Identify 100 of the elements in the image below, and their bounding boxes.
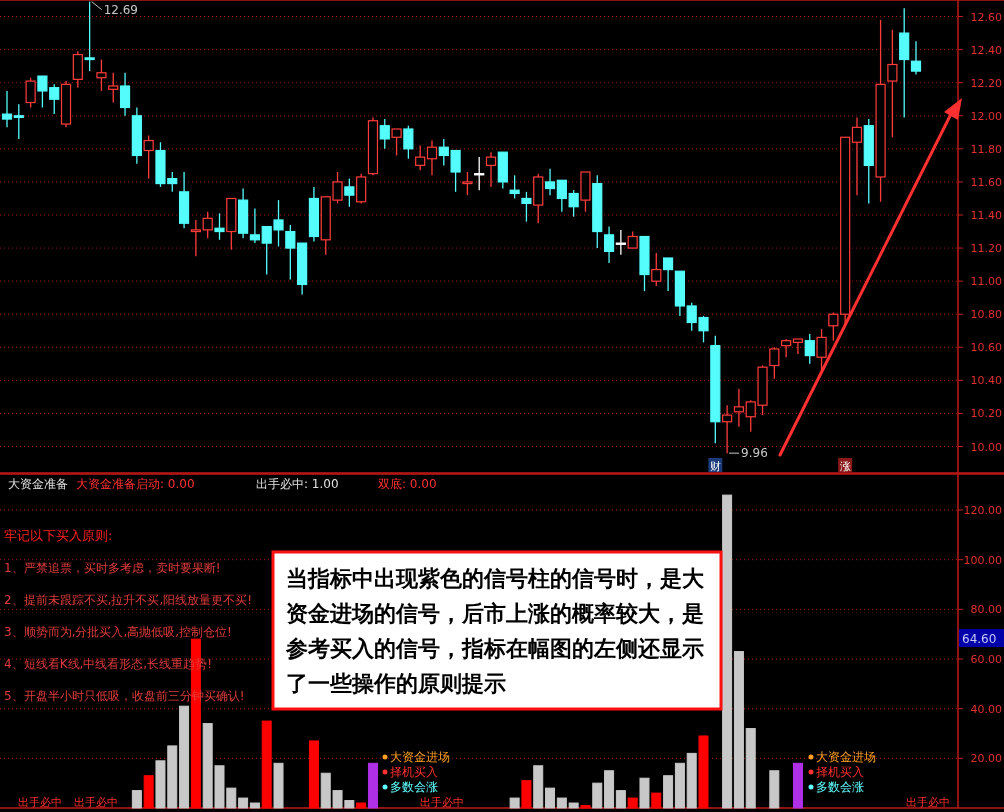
annotation: 出手必中 [906,796,950,809]
candlestick [214,212,225,241]
candlestick [474,156,485,191]
candlestick [804,333,815,365]
annotation: 9.96 [741,446,768,461]
candlestick [1,90,13,128]
y-tick-label: 100.00 [963,553,1002,567]
candlestick [521,191,532,223]
bar [674,762,685,809]
annotation: 大资金进场 [390,750,450,764]
y-tick-label: 11.40 [970,209,1002,222]
annotation: 择机买入 [816,765,864,779]
bar [545,787,556,809]
candlestick [887,29,898,138]
bar [143,775,154,809]
candlestick [792,338,804,355]
candlestick [544,168,556,196]
candlestick [403,125,414,160]
annotation: 牢记以下买入原则: [4,528,113,543]
annotation: 出手必中: 1.00 [256,477,339,491]
y-tick-label: 11.80 [970,142,1002,156]
candlestick [603,225,615,264]
bar [533,765,544,809]
bar [261,720,272,809]
candlestick [202,211,213,239]
y-tick-label: 11.60 [970,175,1002,189]
y-tick-label: 20.00 [970,752,1002,766]
candlestick [733,388,745,428]
candlestick [379,118,390,150]
y-tick-label: 80.00 [970,603,1002,617]
bar [722,494,733,809]
annotation: 择机买入 [390,765,438,779]
annotation: 当指标中出现紫色的信号柱的信号时，是大资金进场的信号，后市上涨的概率较大，是参考买入的信号，指标在幅图的左侧还显示了一些操作的原则提示 [285,566,705,696]
candlestick [769,346,780,380]
candlestick [485,151,497,188]
bar [733,651,744,809]
bar [769,770,780,809]
candlestick [426,139,438,176]
bar [249,802,260,809]
y-tick-label: 120.00 [963,504,1002,518]
y-tick-label: 11.20 [970,242,1002,256]
candlestick [722,404,733,454]
bar [698,735,709,809]
y-tick-label: 10.00 [970,440,1002,454]
candlestick [108,72,119,104]
y-tick-label: 12.60 [970,10,1002,24]
candlestick [143,134,154,180]
y-tick-label: 10.80 [970,308,1002,322]
y-tick-label: 40.00 [970,702,1002,716]
annotation: 多数会涨 [390,780,438,794]
y-tick-label: 12.00 [970,109,1002,123]
candlestick [651,252,662,287]
candlestick [415,144,426,171]
bar [238,797,249,809]
bar [686,752,697,809]
annotation: 出手必中 [74,796,118,809]
y-tick-label: 12.20 [970,76,1002,90]
y-tick-label: 10.60 [970,341,1002,355]
annotation: 3、顺势而为,分批买入,高抛低吸,控制仓位! [4,625,232,639]
candlestick [285,224,296,281]
candlestick [344,177,355,208]
annotation: 大资金准备启动: 0.00 [76,477,195,491]
bar [651,792,662,809]
y-tick-label: 60.00 [970,653,1002,666]
y-tick-label: 12.40 [970,43,1002,57]
candlestick [25,77,36,109]
annotation: 12.69 [103,2,138,17]
candlestick [615,229,626,256]
y-tick-label: 10.40 [970,374,1002,388]
bar [308,740,319,809]
annotation: 大资金准备 [8,477,68,491]
y-tick-label: 11.00 [970,275,1002,289]
candlestick [249,207,261,244]
candlestick [391,128,402,157]
candlestick [13,103,24,140]
bar [273,762,284,809]
bar [592,782,603,809]
annotation: 2、提前未跟踪不买,拉升不买,阳线放量更不买! [4,593,253,607]
bar [356,802,367,809]
candlestick [84,0,95,72]
candlestick [190,219,201,257]
text: 64.60 [962,632,997,646]
bar [509,797,520,809]
annotation: 财 [709,460,721,473]
annotation: 出手必中 [420,796,464,809]
annotation: 出手必中 [18,796,62,809]
annotation: 1、严禁追票，买时多考虑，卖时要果断! [4,561,221,575]
candlestick [781,338,792,358]
annotation: 双底: 0.00 [378,477,437,491]
annotation: 涨 [839,460,851,473]
candlestick [509,174,520,200]
bar [615,790,626,809]
annotation: 多数会涨 [816,780,864,794]
candlestick [96,58,107,92]
bar [604,770,615,809]
bar [131,790,142,809]
bar [521,780,532,809]
bar [639,777,650,809]
bar [792,762,803,809]
bar [627,797,638,809]
